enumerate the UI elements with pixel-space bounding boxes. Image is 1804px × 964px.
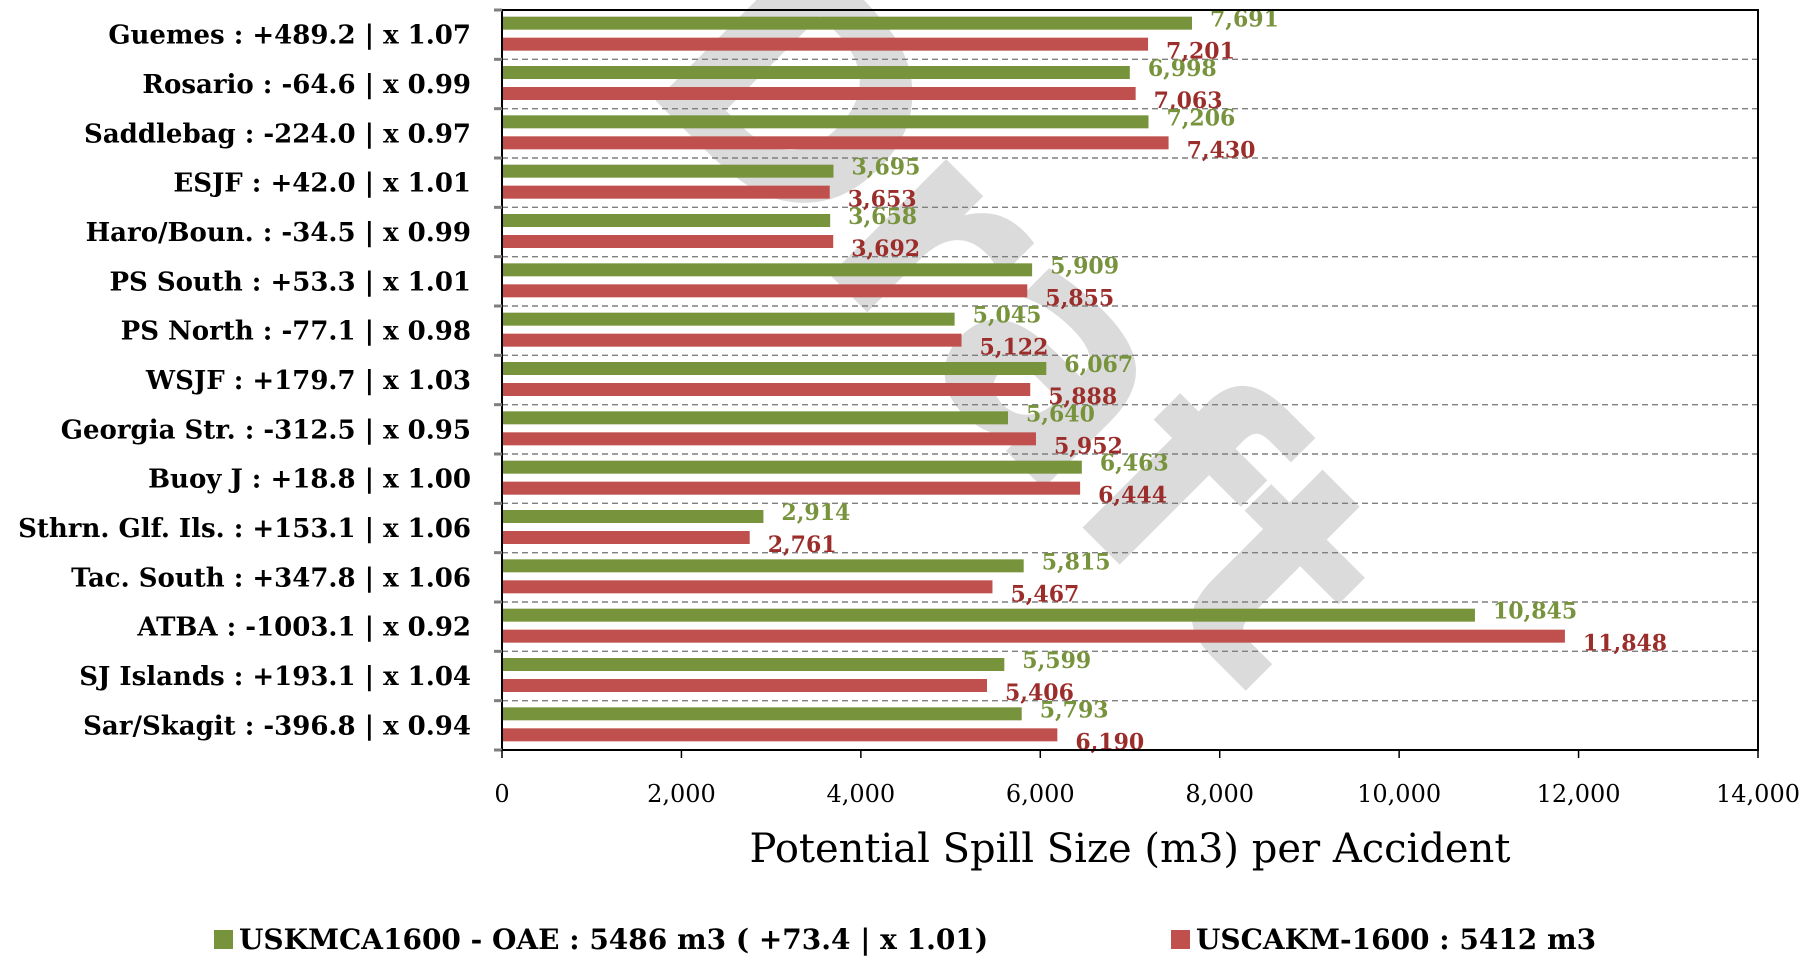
data-label: 5,640 <box>1026 401 1095 427</box>
data-label: 7,063 <box>1154 88 1223 114</box>
bar-series1 <box>502 312 955 326</box>
x-tick-label: 8,000 <box>1185 780 1254 808</box>
bar-series2 <box>502 629 1565 643</box>
bar-series1 <box>502 362 1047 375</box>
category-label: Rosario : -64.6 | x 0.99 <box>142 70 471 100</box>
category-label: WSJF : +179.7 | x 1.03 <box>145 366 471 396</box>
category-label: Saddlebag : -224.0 | x 0.97 <box>84 119 471 149</box>
x-tick-label: 14,000 <box>1716 780 1800 808</box>
data-label: 2,761 <box>768 532 837 558</box>
bar-series1 <box>502 707 1022 721</box>
bar-series1 <box>502 460 1082 474</box>
bar-series1 <box>502 214 831 227</box>
bar-series2 <box>502 185 830 199</box>
category-label: PS South : +53.3 | x 1.01 <box>109 267 471 297</box>
bar-series2 <box>502 383 1031 396</box>
category-label: Georgia Str. : -312.5 | x 0.95 <box>61 415 471 445</box>
bar-series1 <box>502 66 1130 79</box>
bar-series1 <box>502 16 1192 30</box>
data-label: 7,201 <box>1166 39 1235 65</box>
bar-series1 <box>502 263 1033 277</box>
category-label: Buoy J : +18.8 | x 1.00 <box>148 465 471 495</box>
data-label: 3,653 <box>848 187 917 213</box>
data-label: 3,695 <box>851 155 920 181</box>
category-label: Guemes : +489.2 | x 1.07 <box>108 21 471 51</box>
legend-swatch-series1 <box>214 930 233 949</box>
data-label: 7,430 <box>1187 137 1256 163</box>
bar-series2 <box>502 333 962 347</box>
data-label: 2,914 <box>781 500 850 526</box>
data-label: 6,998 <box>1148 56 1217 82</box>
data-label: 5,855 <box>1045 285 1114 311</box>
data-label: 6,463 <box>1100 451 1169 477</box>
category-label: SJ Islands : +193.1 | x 1.04 <box>79 662 471 692</box>
data-label: 7,206 <box>1166 105 1235 131</box>
x-tick-label: 2,000 <box>647 780 716 808</box>
bar-series1 <box>502 411 1008 425</box>
bar-series2 <box>502 580 993 594</box>
bar-series2 <box>502 679 987 692</box>
legend-label-series2: USCAKM-1600 : 5412 m3 <box>1196 923 1596 956</box>
data-label: 5,793 <box>1040 697 1109 723</box>
data-label: 5,467 <box>1010 581 1079 607</box>
data-label: 5,909 <box>1050 253 1119 279</box>
data-label: 5,815 <box>1042 549 1111 575</box>
bar-series1 <box>502 164 834 178</box>
bar-series1 <box>502 608 1475 622</box>
plot-frame <box>501 9 1759 751</box>
category-label: PS North : -77.1 | x 0.98 <box>121 317 471 347</box>
bar-series2 <box>502 37 1149 51</box>
data-label: 5,888 <box>1048 384 1117 410</box>
x-tick-label: 10,000 <box>1357 780 1441 808</box>
x-tick-label: 12,000 <box>1537 780 1621 808</box>
x-tick-label: 6,000 <box>1006 780 1075 808</box>
legend-label-series1: USKMCA1600 - OAE : 5486 m3 ( +73.4 | x 1… <box>239 923 988 956</box>
data-label: 3,692 <box>851 236 920 262</box>
bar-series2 <box>502 235 834 248</box>
bar-series2 <box>502 432 1036 446</box>
x-tick-label: 4,000 <box>826 780 895 808</box>
data-label: 6,444 <box>1098 483 1167 509</box>
bar-series2 <box>502 284 1028 298</box>
data-label: 3,658 <box>848 204 917 230</box>
category-label: Sar/Skagit : -396.8 | x 0.94 <box>83 711 471 741</box>
category-label: ATBA : -1003.1 | x 0.92 <box>136 613 471 643</box>
data-label: 5,599 <box>1022 648 1091 674</box>
category-label: Tac. South : +347.8 | x 1.06 <box>71 563 471 593</box>
legend-swatch-series2 <box>1171 930 1190 949</box>
x-tick-label: 0 <box>494 780 509 808</box>
data-label: 11,848 <box>1583 631 1667 657</box>
data-label: 5,406 <box>1005 680 1074 706</box>
data-label: 5,952 <box>1054 433 1123 459</box>
bar-series1 <box>502 559 1024 573</box>
category-label: ESJF : +42.0 | x 1.01 <box>173 169 471 199</box>
data-label: 5,045 <box>973 303 1042 329</box>
bar-series2 <box>502 136 1169 150</box>
bar-series2 <box>502 531 750 544</box>
data-label: 6,190 <box>1075 729 1144 755</box>
category-label: Haro/Boun. : -34.5 | x 0.99 <box>86 218 471 248</box>
x-axis-title: Potential Spill Size (m3) per Accident <box>750 826 1511 872</box>
bar-series2 <box>502 481 1081 495</box>
bar-series2 <box>502 87 1136 100</box>
data-label: 10,845 <box>1493 599 1577 625</box>
data-label: 6,067 <box>1064 352 1133 378</box>
data-label: 5,122 <box>980 335 1049 361</box>
bar-series1 <box>502 115 1149 129</box>
bar-series1 <box>502 510 764 523</box>
bar-series1 <box>502 658 1005 671</box>
category-label: Sthrn. Glf. Ils. : +153.1 | x 1.06 <box>18 514 471 544</box>
bar-series2 <box>502 728 1058 742</box>
